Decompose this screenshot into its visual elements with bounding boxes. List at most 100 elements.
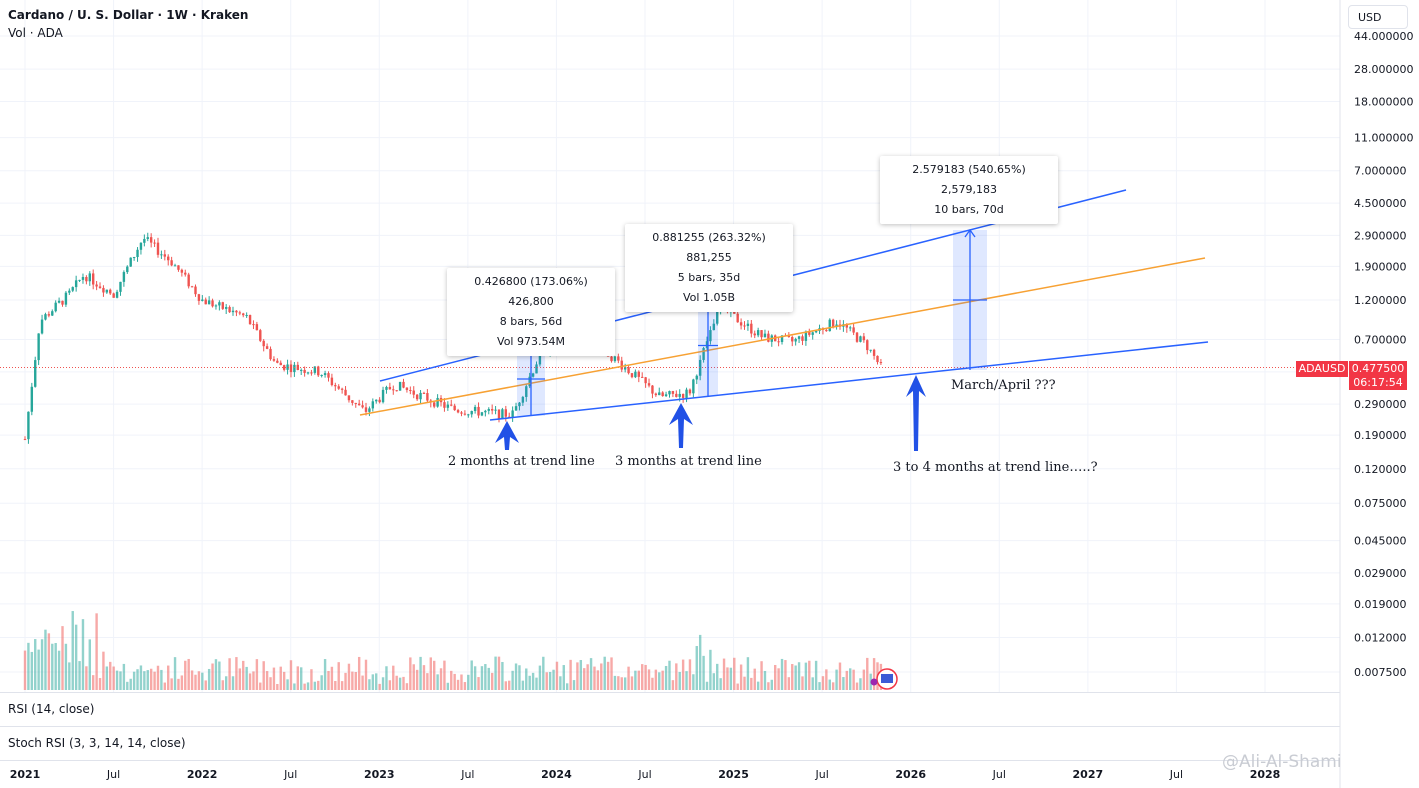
volume-bar — [98, 678, 102, 690]
flag-event-icon-body — [881, 674, 893, 683]
candle-body — [381, 389, 385, 403]
pane-separator[interactable] — [0, 726, 1340, 727]
volume-bar — [412, 664, 415, 690]
rsi-pane-label[interactable]: RSI (14, close) — [8, 702, 95, 716]
annotation-two-months[interactable]: 2 months at trend line — [448, 454, 595, 469]
volume-bar — [668, 660, 671, 690]
candle-body — [102, 287, 105, 293]
candle-body — [849, 327, 852, 329]
x-tick-label: Jul — [106, 768, 120, 781]
volume-bar — [221, 680, 224, 690]
volume-bar — [637, 670, 640, 690]
candle-body — [327, 373, 330, 378]
annotation-three-to-four-months[interactable]: 3 to 4 months at trend line…..? — [893, 460, 1098, 475]
candle-body — [709, 330, 712, 342]
candle-body — [763, 333, 767, 338]
volume-bar — [34, 639, 37, 690]
currency-button[interactable]: USD — [1348, 5, 1408, 29]
volume-bar — [235, 657, 238, 690]
candle-body — [879, 362, 883, 364]
volume-bar — [504, 681, 508, 690]
y-tick-label: 0.045000 — [1354, 535, 1407, 548]
candle-body — [74, 280, 78, 288]
pane-separator[interactable] — [0, 692, 1340, 693]
candle-body — [132, 257, 136, 259]
volume-bar — [583, 668, 586, 690]
volume-bar — [814, 660, 818, 690]
candle-body — [637, 371, 640, 377]
volume-bar — [716, 663, 719, 690]
volume-bar — [340, 681, 344, 690]
candle-body — [23, 439, 27, 441]
candle-body — [385, 386, 388, 390]
volume-bar — [197, 671, 201, 690]
candle-body — [831, 319, 835, 327]
candle-body — [460, 412, 463, 414]
candle-body — [446, 404, 450, 408]
author-watermark: @Ali-Al-Shami — [1222, 752, 1342, 772]
candle-body — [531, 373, 535, 377]
volume-bar — [760, 661, 763, 690]
annotation-march-april[interactable]: March/April ??? — [951, 378, 1056, 393]
volume-bar — [845, 670, 849, 690]
x-tick-label: 2028 — [1250, 768, 1281, 781]
candle-body — [702, 348, 705, 360]
candle-body — [204, 299, 207, 305]
pane-separator — [0, 760, 1340, 761]
volume-bar — [204, 680, 207, 690]
volume-bar — [838, 662, 842, 690]
candle-body — [753, 333, 756, 336]
volume-bar — [709, 649, 712, 690]
volume-bar — [409, 657, 412, 690]
volume-bar — [61, 626, 64, 690]
volume-bar — [842, 677, 845, 690]
volume-bar — [398, 677, 402, 690]
candle-body — [255, 324, 259, 331]
y-tick-label: 2.900000 — [1354, 229, 1407, 242]
stoch-rsi-pane-label[interactable]: Stoch RSI (3, 3, 14, 14, close) — [8, 736, 186, 750]
volume-bar — [722, 658, 726, 690]
candle-body — [453, 405, 456, 411]
y-tick-label: 0.029000 — [1354, 567, 1407, 580]
candle-body — [368, 408, 371, 412]
volume-bar — [528, 675, 531, 690]
volume-bar — [627, 666, 630, 690]
volume-bar — [726, 667, 729, 690]
y-tick-label: 7.000000 — [1354, 165, 1407, 178]
candle-body — [521, 396, 525, 403]
candle-body — [518, 402, 521, 407]
measure-box-3[interactable]: 2.579183 (540.65%) 2,579,183 10 bars, 70… — [880, 156, 1058, 224]
volume-bar — [739, 664, 743, 690]
candle-body — [347, 395, 351, 401]
candle-body — [433, 402, 436, 407]
volume-bar — [184, 660, 187, 690]
volume-bar — [443, 660, 446, 690]
candle-body — [808, 331, 811, 335]
volume-bar — [497, 656, 501, 690]
annotation-three-months[interactable]: 3 months at trend line — [615, 454, 762, 469]
candle-body — [644, 377, 647, 384]
measure-box-1[interactable]: 0.426800 (173.06%) 426,800 8 bars, 56d V… — [447, 268, 615, 356]
volume-bar — [804, 662, 808, 690]
volume-bar — [456, 679, 460, 690]
candle-body — [490, 409, 494, 411]
volume-bar — [647, 669, 651, 690]
volume-bar — [330, 666, 334, 690]
candle-body — [535, 364, 538, 374]
volume-bar — [78, 661, 81, 690]
volume-bar — [310, 669, 313, 690]
volume-bar — [109, 661, 112, 690]
volume-bar — [831, 682, 835, 690]
measure-box-2[interactable]: 0.881255 (263.32%) 881,255 5 bars, 35d V… — [625, 224, 793, 312]
candle-body — [787, 335, 791, 338]
volume-bar — [426, 673, 429, 690]
volume-bar — [712, 673, 716, 690]
candle-body — [105, 289, 109, 293]
volume-bar — [252, 671, 255, 690]
volume-bar — [641, 664, 644, 690]
x-tick-label: Jul — [1169, 768, 1183, 781]
volume-bar — [163, 682, 167, 690]
volume-bar — [702, 655, 705, 690]
volume-bar — [375, 673, 378, 690]
